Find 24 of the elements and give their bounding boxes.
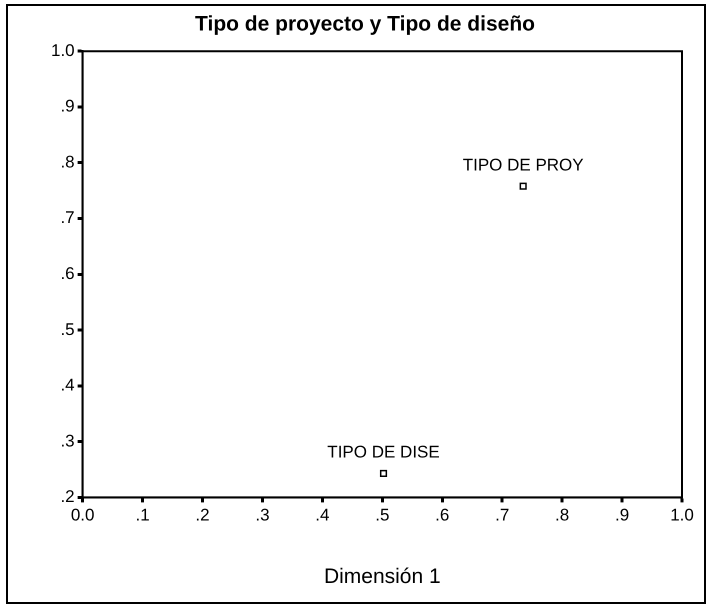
series-label: TIPO DE PROY — [462, 155, 584, 174]
x-tick-label: .5 — [375, 505, 390, 524]
x-tick-label: .7 — [495, 505, 510, 524]
x-tick-label: .8 — [555, 505, 570, 524]
y-tick-label: .9 — [60, 96, 75, 116]
y-tick-label: .5 — [60, 320, 75, 339]
y-tick-label: .2 — [60, 487, 75, 506]
x-tick-label: 0.0 — [70, 505, 94, 524]
x-tick-label: .6 — [435, 505, 450, 524]
x-tick-label: .9 — [614, 505, 630, 524]
y-tick-label: .4 — [60, 376, 75, 395]
x-tick-label: .3 — [255, 505, 270, 524]
x-tick-label: 1.0 — [670, 505, 694, 524]
x-tick-label: .4 — [315, 505, 330, 524]
x-axis-title: Dimensión 1 — [324, 565, 441, 588]
series-label: TIPO DE DISE — [327, 442, 440, 462]
x-tick-label: .1 — [135, 505, 150, 524]
y-tick-label: .7 — [60, 208, 75, 228]
chart-title: Tipo de proyecto y Tipo de diseño — [195, 12, 535, 36]
x-tick-label: .2 — [195, 505, 210, 524]
y-tick-label: .3 — [60, 431, 75, 450]
y-tick-label: .6 — [60, 264, 75, 283]
y-tick-label: .8 — [60, 152, 75, 172]
y-tick-label: 1.0 — [50, 40, 75, 60]
